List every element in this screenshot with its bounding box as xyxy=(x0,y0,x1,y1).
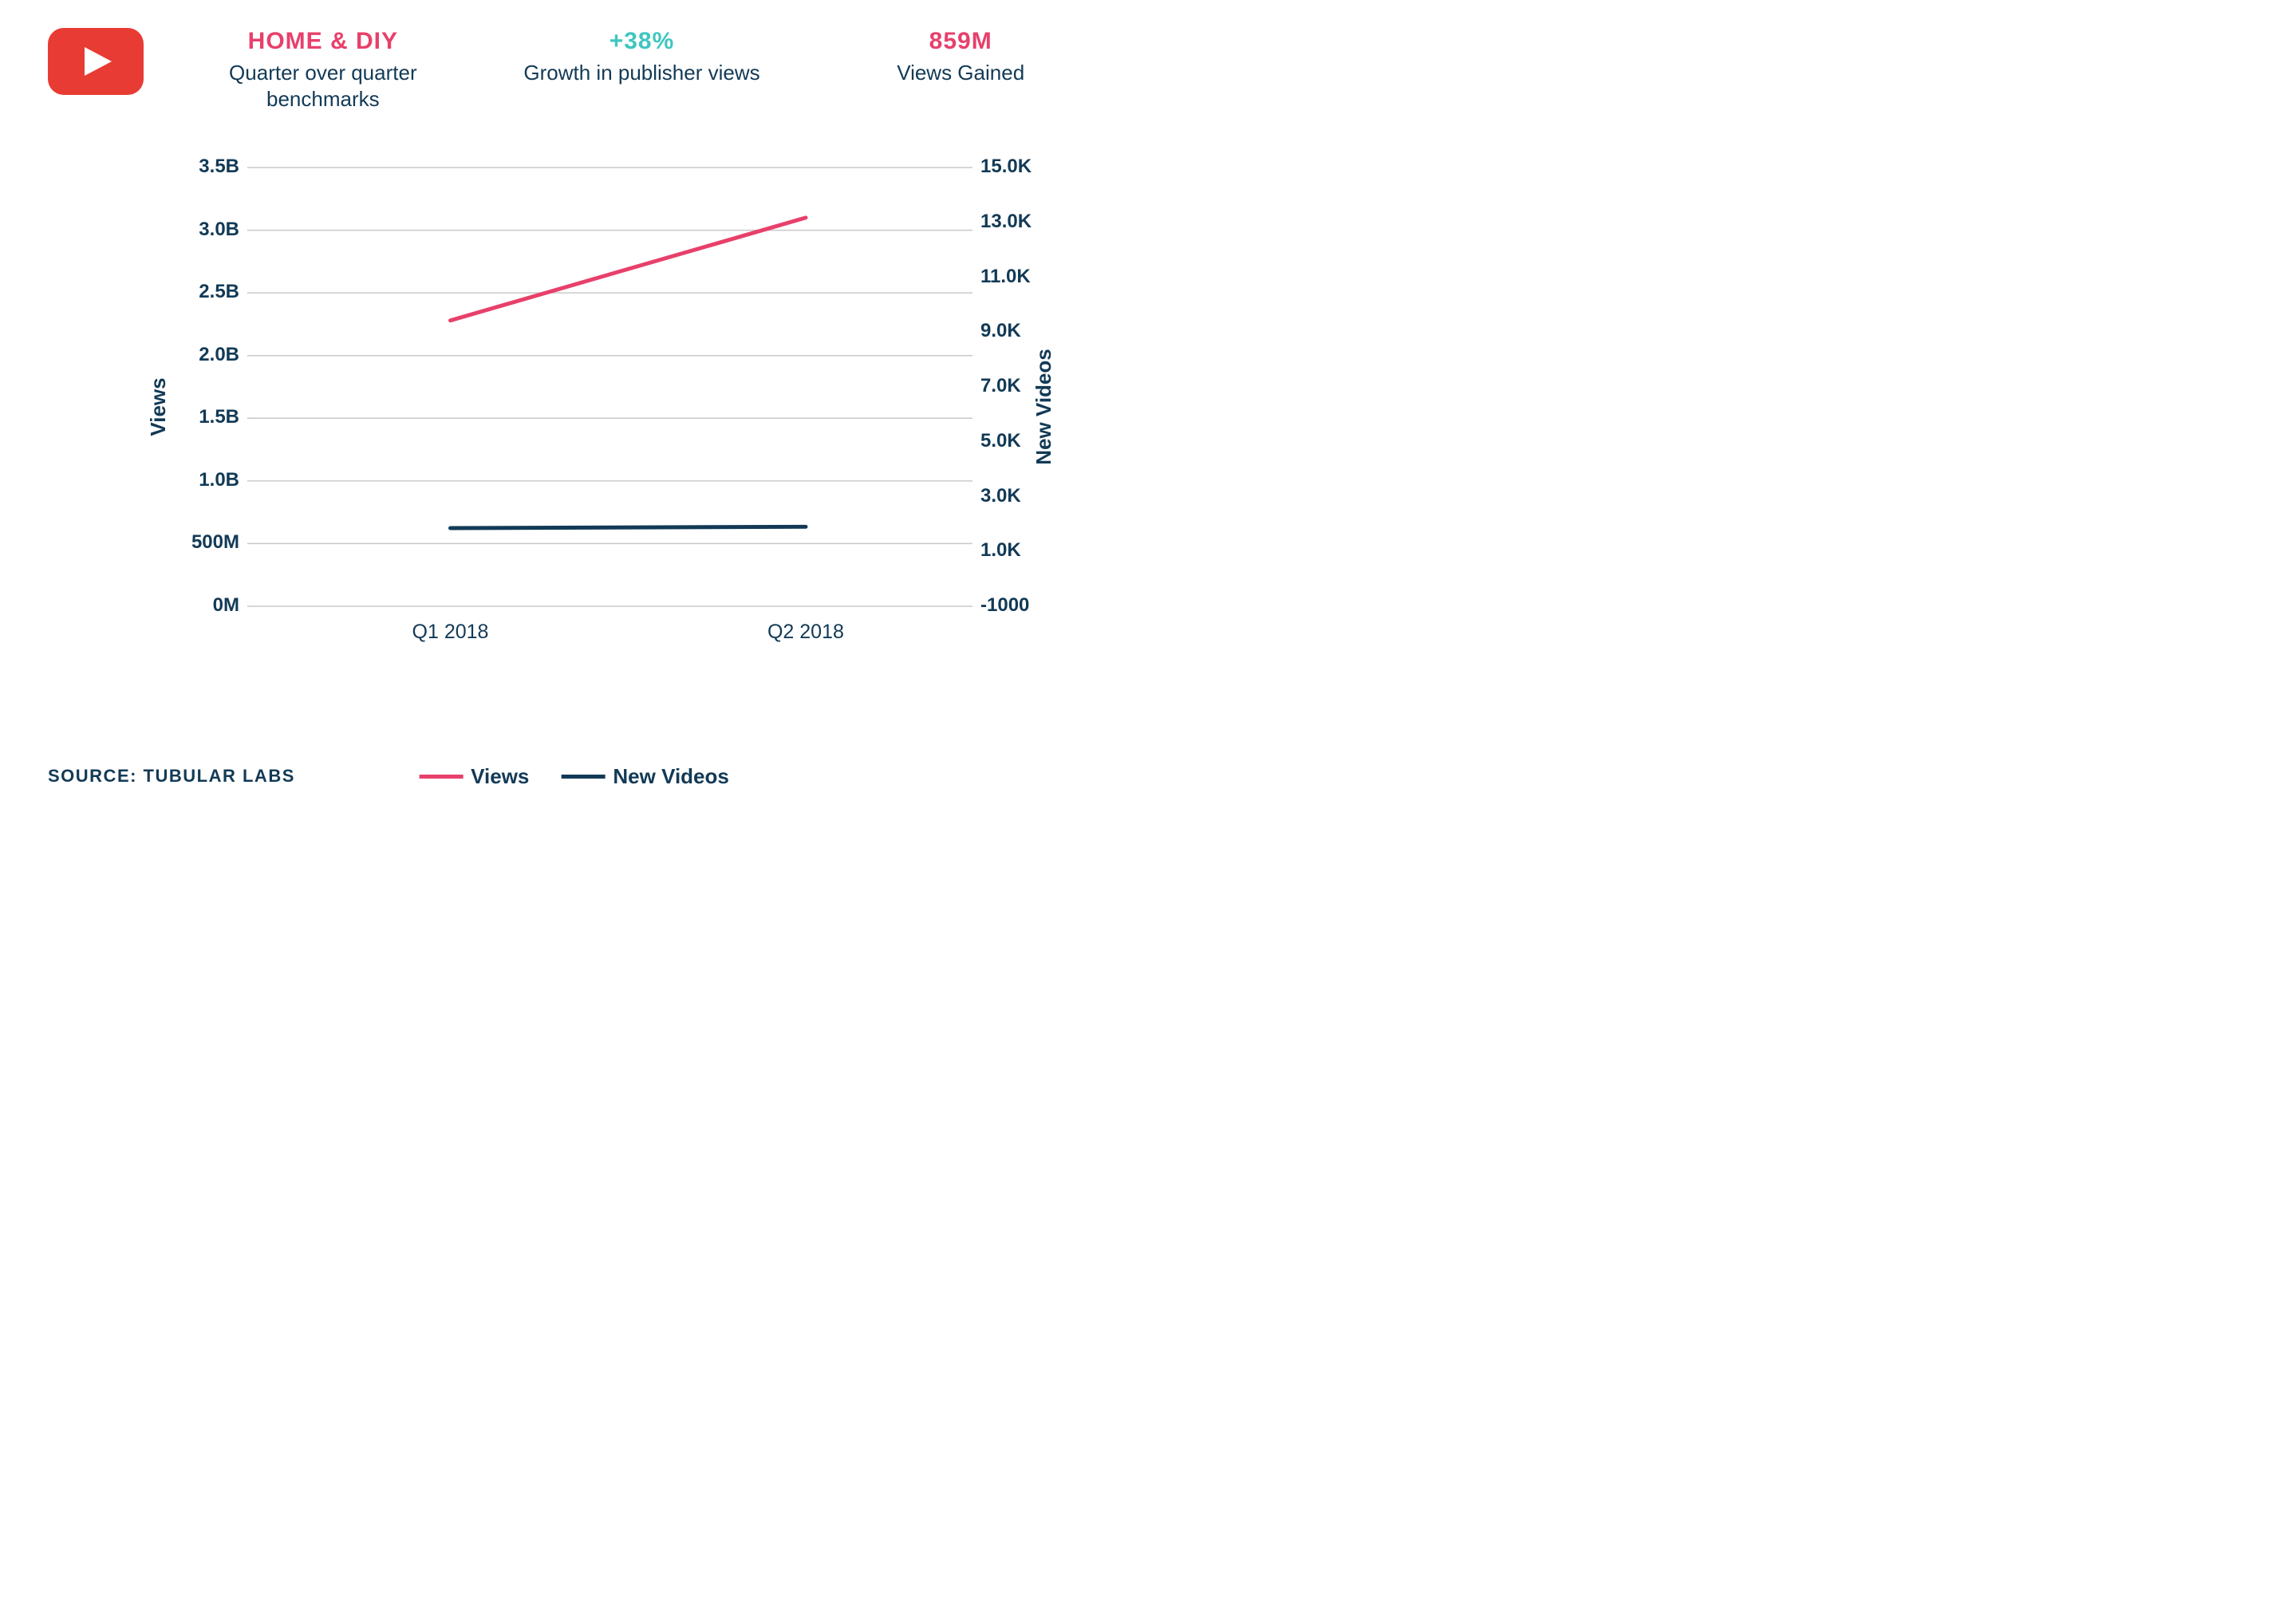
y-tick-right: -1000 xyxy=(980,594,1060,617)
legend-item: Views xyxy=(419,764,529,789)
y-tick-right: 1.0K xyxy=(980,539,1060,562)
y-tick-left: 2.5B xyxy=(168,281,239,303)
legend: Views New Videos xyxy=(419,764,729,789)
y-tick-right: 11.0K xyxy=(980,266,1060,288)
legend-label: Views xyxy=(471,764,529,789)
y-tick-left: 1.0B xyxy=(168,469,239,491)
y-tick-right: 5.0K xyxy=(980,430,1060,452)
y-tick-right: 15.0K xyxy=(980,156,1060,178)
legend-label: New Videos xyxy=(613,764,728,789)
y-tick-right: 7.0K xyxy=(980,375,1060,397)
stat-growth: +38% Growth in publisher views xyxy=(503,28,782,86)
stat-subtitle: Quarter over quarter benchmarks xyxy=(183,60,463,112)
source-label: SOURCE: TUBULAR LABS xyxy=(48,766,295,787)
y-tick-left: 3.0B xyxy=(168,219,239,241)
y-tick-right: 9.0K xyxy=(980,320,1060,342)
footer: SOURCE: TUBULAR LABS Views New Videos xyxy=(48,766,1100,787)
legend-swatch xyxy=(419,775,463,779)
y-tick-left: 0M xyxy=(168,594,239,617)
stat-title: HOME & DIY xyxy=(183,28,463,55)
stat-title: +38% xyxy=(503,28,782,55)
stat-views-gained: 859M Views Gained xyxy=(821,28,1100,86)
header-stats: HOME & DIY Quarter over quarter benchmar… xyxy=(48,28,1100,112)
y-tick-left: 3.5B xyxy=(168,156,239,178)
y-tick-left: 2.0B xyxy=(168,344,239,366)
youtube-icon xyxy=(48,28,144,95)
y-tick-right: 3.0K xyxy=(980,485,1060,507)
stat-title: 859M xyxy=(821,28,1100,55)
y-tick-left: 1.5B xyxy=(168,406,239,428)
x-tick: Q1 2018 xyxy=(412,621,489,644)
stat-subtitle: Growth in publisher views xyxy=(503,60,782,86)
legend-item: New Videos xyxy=(561,764,728,789)
stat-subtitle: Views Gained xyxy=(821,60,1100,86)
chart-svg xyxy=(152,160,1068,654)
y-tick-left: 500M xyxy=(168,531,239,554)
y-tick-right: 13.0K xyxy=(980,211,1060,233)
legend-swatch xyxy=(561,775,605,779)
chart: Views New Videos 0M500M1.0B1.5B2.0B2.5B3… xyxy=(152,160,1068,654)
x-tick: Q2 2018 xyxy=(767,621,844,644)
stat-category: HOME & DIY Quarter over quarter benchmar… xyxy=(183,28,463,112)
